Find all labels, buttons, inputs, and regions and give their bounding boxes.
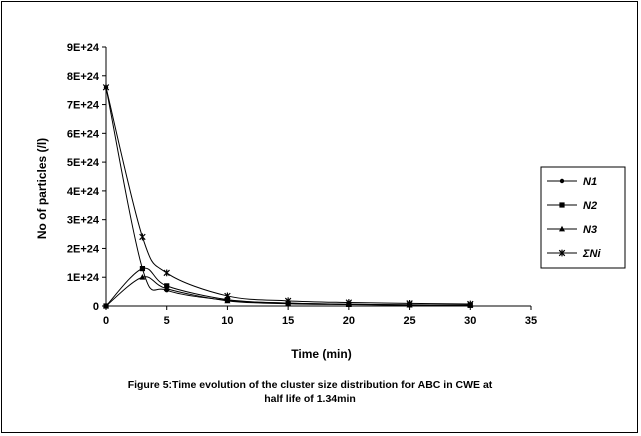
y-tick-label: 6E+24 — [67, 128, 100, 140]
x-axis-title: Time (min) — [291, 347, 351, 361]
x-tick-label: 25 — [403, 315, 415, 327]
data-point-series-3 — [224, 297, 231, 304]
x-tick-label: 15 — [282, 315, 294, 327]
x-tick-label: 0 — [103, 315, 109, 327]
data-point-series-4 — [467, 300, 474, 308]
y-tick-label: 7E+24 — [67, 100, 100, 112]
x-tick-label: 30 — [464, 315, 476, 327]
y-axis-title: No of particles (/l) — [35, 138, 49, 239]
legend-marker — [559, 202, 565, 208]
data-point-series-3 — [139, 274, 146, 280]
caption-line-1: Figure 5:Time evolution of the cluster s… — [127, 379, 493, 391]
x-tick-label: 10 — [221, 315, 233, 327]
legend-marker — [558, 249, 566, 257]
legend-marker — [559, 178, 565, 184]
x-tick-label: 35 — [525, 315, 537, 327]
caption-line-2: half life of 1.34min — [264, 393, 356, 405]
y-tick-label: 5E+24 — [67, 157, 100, 169]
x-tick-label: 20 — [343, 315, 355, 327]
y-tick-label: 4E+24 — [67, 186, 100, 198]
data-point-series-2 — [139, 265, 146, 272]
data-point-series-4 — [224, 292, 231, 300]
data-point-series-4 — [345, 299, 353, 306]
series-line-3 — [105, 276, 471, 307]
data-point-series-4 — [163, 269, 170, 277]
y-tick-label: 9E+24 — [67, 42, 100, 54]
y-tick-label: 2E+24 — [67, 243, 100, 255]
legend-label: ΣNi — [582, 248, 601, 260]
legend-marker — [559, 225, 565, 232]
figure-caption: Figure 5:Time evolution of the cluster s… — [100, 378, 520, 406]
y-tick-label: 8E+24 — [67, 71, 100, 83]
data-point-series-3 — [103, 302, 109, 309]
y-tick-label: 3E+24 — [67, 215, 100, 227]
y-tick-label: 1E+24 — [67, 272, 100, 284]
series-line-4 — [105, 87, 471, 305]
data-point-series-4 — [102, 83, 110, 91]
legend-label: N2 — [583, 200, 597, 212]
legend-box — [540, 166, 626, 269]
legend-label: N3 — [583, 224, 597, 236]
series-line-1 — [105, 87, 471, 306]
data-point-series-4 — [284, 297, 292, 305]
legend-label: N1 — [583, 176, 597, 188]
y-tick-label: 0 — [93, 301, 99, 313]
data-point-series-4 — [139, 233, 146, 241]
x-tick-label: 5 — [164, 315, 170, 327]
data-point-series-4 — [406, 300, 413, 307]
data-point-series-3 — [163, 285, 170, 292]
